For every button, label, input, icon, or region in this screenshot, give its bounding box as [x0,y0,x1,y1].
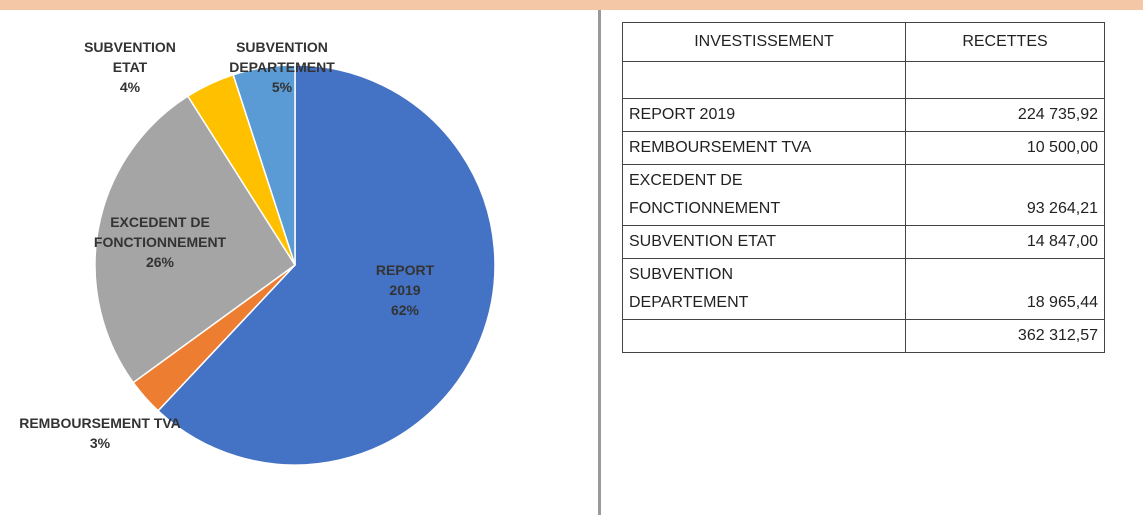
value-label: 5% [271,79,293,95]
table: INVESTISSEMENT RECETTES REPORT 2019 224 7… [622,22,1105,353]
category-label: REPORT 2019 [375,262,435,298]
category-label: SUBVENTION ETAT [84,39,176,75]
cell: 18 965,44 [905,258,1105,320]
slice-label: EXCEDENT DE FONCTIONNEMENT 26% [60,212,260,272]
empty-row [622,61,1105,99]
pie-slice [232,64,296,266]
cell: SUBVENTION ETAT [622,225,906,259]
total-row: 362 312,57 [622,319,1105,353]
divider [598,10,601,515]
row: EXCEDENT DE FONCTIONNEMENT 93 264,21 [622,164,1105,226]
cell: REPORT 2019 [622,98,906,132]
cell: 93 264,21 [905,164,1105,226]
row: SUBVENTION DEPARTEMENT 18 965,44 [622,258,1105,320]
header-cell: INVESTISSEMENT [622,22,906,62]
total-cell: 362 312,57 [905,319,1105,353]
body: REPORT 2019 224 735,92 REMBOURSEMENT TVA 10… [622,98,1105,320]
slice-label: SUBVENTION ETAT 4% [65,37,195,97]
cell [622,319,906,353]
pie-slice [157,64,496,466]
header-cell: RECETTES [905,22,1105,62]
cell: 224 735,92 [905,98,1105,132]
row: REPORT 2019 224 735,92 [622,98,1105,132]
row: REMBOURSEMENT TVA 10 500,00 [622,131,1105,165]
pie-chart [94,64,496,466]
header-row: INVESTISSEMENT RECETTES [622,22,1105,62]
top-bar [0,0,1143,10]
cell: EXCEDENT DE FONCTIONNEMENT [622,164,906,226]
cell [622,61,906,99]
value-label: 4% [119,79,141,95]
category-label: EXCEDENT DE FONCTIONNEMENT [93,214,227,250]
cell [905,61,1105,99]
cell: 10 500,00 [905,131,1105,165]
value-label: 26% [145,254,175,270]
pie-slice [94,95,297,384]
slice-label: REPORT 2019 62% [365,260,445,320]
value-label: 62% [390,302,420,318]
cell: 14 847,00 [905,225,1105,259]
value-label: 3% [89,435,111,451]
slice-label: REMBOURSEMENT TVA 3% [0,413,200,453]
slice-label: SUBVENTION DEPARTEMENT 5% [207,37,357,97]
category-label: REMBOURSEMENT TVA [19,415,181,431]
category-label: SUBVENTION DEPARTEMENT [229,39,335,75]
cell: REMBOURSEMENT TVA [622,131,906,165]
row: SUBVENTION ETAT 14 847,00 [622,225,1105,259]
cell: SUBVENTION DEPARTEMENT [622,258,906,320]
